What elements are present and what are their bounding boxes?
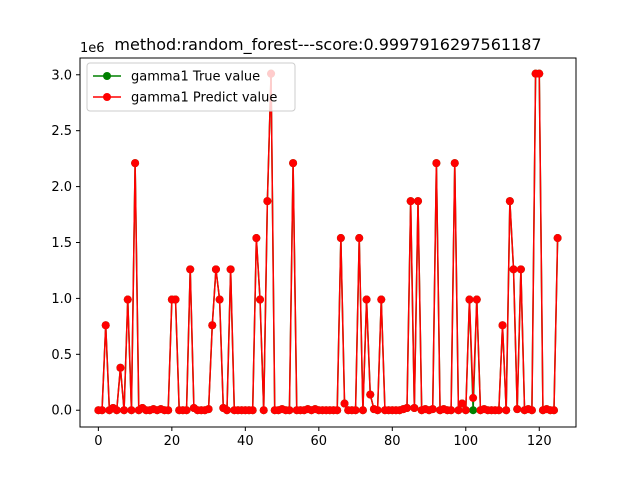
x-tick-label: 40 bbox=[237, 434, 254, 449]
series-2-point bbox=[98, 406, 107, 415]
series-2-point bbox=[208, 321, 217, 330]
x-tick-label: 100 bbox=[453, 434, 478, 449]
y-tick-label: 0.0 bbox=[51, 404, 72, 419]
series-2-point bbox=[366, 390, 375, 399]
legend: gamma1 True value gamma1 Predict value bbox=[86, 62, 296, 112]
series-2-point bbox=[454, 406, 463, 415]
series-2-point bbox=[256, 295, 265, 304]
x-tick-label: 0 bbox=[94, 434, 102, 449]
series-2-point bbox=[402, 403, 411, 412]
series-2-point bbox=[535, 69, 544, 78]
series-2-point bbox=[171, 295, 180, 304]
series-2-point bbox=[222, 406, 231, 415]
series-2-point bbox=[447, 406, 456, 415]
series-2-point bbox=[112, 406, 121, 415]
series-2-point bbox=[164, 406, 173, 415]
series-2-point bbox=[186, 265, 195, 274]
plot-area bbox=[94, 69, 562, 415]
series-1-point bbox=[469, 406, 478, 415]
series-2-point bbox=[263, 197, 272, 206]
series-2-point bbox=[362, 295, 371, 304]
series-2-point bbox=[505, 197, 514, 206]
series-2-point bbox=[469, 393, 478, 402]
series-2-point bbox=[211, 265, 220, 274]
series-2-point bbox=[513, 405, 522, 414]
series-2-point bbox=[336, 234, 345, 243]
series-2-point bbox=[248, 406, 257, 415]
series-2-point bbox=[472, 295, 481, 304]
legend-label: gamma1 True value bbox=[131, 70, 260, 85]
series-2-point bbox=[410, 403, 419, 412]
series-2-point bbox=[259, 406, 268, 415]
y-tick-label: 0.5 bbox=[51, 348, 72, 363]
series-2-point bbox=[182, 406, 191, 415]
series-2-point bbox=[373, 406, 382, 415]
series-2-point bbox=[123, 295, 132, 304]
series-2-point bbox=[215, 295, 224, 304]
legend-marker bbox=[103, 72, 111, 80]
series-2-point bbox=[285, 406, 294, 415]
chart-title: method:random_forest---score:0.999791629… bbox=[114, 35, 541, 55]
y-tick-label: 1.5 bbox=[51, 236, 72, 251]
series-2 bbox=[94, 69, 562, 415]
series-2-point bbox=[340, 399, 349, 408]
series-2-point bbox=[549, 406, 558, 415]
series-2-point bbox=[351, 406, 360, 415]
series-2-point bbox=[377, 295, 386, 304]
series-2-point bbox=[252, 234, 261, 243]
legend-marker bbox=[103, 93, 111, 101]
series-2-point bbox=[414, 197, 423, 206]
series-2-point bbox=[498, 321, 507, 330]
x-tick-label: 120 bbox=[527, 434, 552, 449]
x-tick-label: 80 bbox=[384, 434, 401, 449]
series-2-point bbox=[458, 399, 467, 408]
y-tick-label: 2.5 bbox=[51, 124, 72, 139]
legend-label: gamma1 Predict value bbox=[131, 91, 277, 106]
y-tick-label: 2.0 bbox=[51, 180, 72, 195]
series-2-point bbox=[553, 234, 562, 243]
series-2-point bbox=[527, 406, 536, 415]
legend-item: gamma1 Predict value bbox=[93, 91, 277, 106]
x-tick-label: 20 bbox=[164, 434, 181, 449]
series-2-point bbox=[289, 159, 298, 168]
y-axis: 0.0 0.5 1.0 1.5 2.0 2.5 3.0 bbox=[51, 68, 80, 419]
series-2-point bbox=[226, 265, 235, 274]
series-2-point bbox=[120, 406, 129, 415]
series-2-point bbox=[502, 406, 511, 415]
series-2-point bbox=[494, 406, 503, 415]
series-2-point bbox=[358, 406, 367, 415]
series-2-point bbox=[516, 265, 525, 274]
series-2-point bbox=[465, 295, 474, 304]
series-2-point bbox=[127, 406, 136, 415]
x-axis: 0 20 40 60 80 100 120 bbox=[94, 427, 552, 449]
y-tick-label: 1.0 bbox=[51, 292, 72, 307]
series-2-point bbox=[131, 159, 140, 168]
series-2-point bbox=[204, 405, 213, 414]
series-2-point bbox=[450, 159, 459, 168]
x-tick-label: 60 bbox=[311, 434, 328, 449]
legend-item: gamma1 True value bbox=[93, 70, 260, 85]
series-2-point bbox=[101, 321, 110, 330]
series-2-point bbox=[461, 406, 470, 415]
series-2-point bbox=[428, 405, 437, 414]
series-2-point bbox=[509, 265, 518, 274]
series-2-point bbox=[432, 159, 441, 168]
series-2-point bbox=[355, 234, 364, 243]
series-2-point bbox=[406, 197, 415, 206]
series-2-point bbox=[333, 406, 342, 415]
series-2-point bbox=[116, 363, 125, 372]
legend-box bbox=[86, 62, 296, 112]
y-offset-label: 1e6 bbox=[80, 41, 105, 56]
y-tick-label: 3.0 bbox=[51, 68, 72, 83]
